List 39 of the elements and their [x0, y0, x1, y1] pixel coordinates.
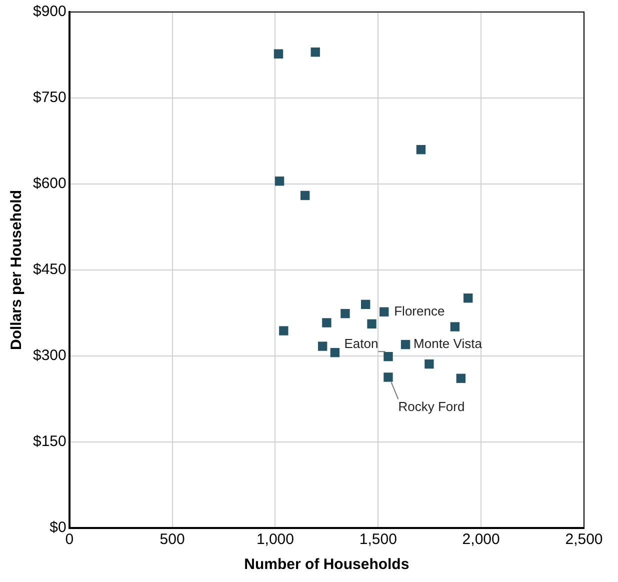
point	[424, 359, 434, 369]
point	[322, 318, 332, 328]
annotation: Eaton	[344, 336, 378, 352]
point	[318, 342, 328, 351]
x-tick-label: 0	[65, 531, 74, 548]
y-tick-label: $150	[32, 433, 66, 450]
point	[279, 326, 288, 336]
point	[380, 307, 389, 316]
point	[360, 300, 370, 309]
point	[330, 348, 340, 358]
y-tick-label: $900	[32, 3, 66, 20]
point	[274, 176, 284, 186]
point	[384, 372, 393, 382]
y-tick-label: $450	[32, 261, 66, 278]
y-tick-label: $600	[32, 175, 66, 192]
point	[450, 322, 460, 332]
y-tick-label: $0	[50, 519, 66, 536]
y-tick-label: $750	[32, 89, 66, 106]
x-tick-label: 2,000	[462, 531, 500, 548]
point	[340, 308, 350, 318]
point	[300, 190, 310, 200]
annotation: Rocky Ford	[398, 398, 465, 414]
y-axis-title: Dollars per Household	[8, 190, 26, 350]
point	[464, 293, 473, 303]
x-tick-label: 500	[160, 531, 185, 548]
point	[310, 48, 320, 57]
x-tick-label: 2,500	[565, 531, 603, 548]
x-tick-label: 1,000	[256, 531, 294, 548]
point	[367, 319, 376, 328]
point	[456, 374, 466, 383]
point	[384, 352, 393, 362]
point	[274, 49, 284, 58]
y-tick-label: $300	[32, 347, 66, 364]
point	[400, 340, 410, 350]
annotation: Monte Vista	[414, 336, 483, 352]
point	[416, 145, 426, 154]
x-tick-label: 1,500	[359, 531, 397, 548]
x-axis-title: Number of Households	[244, 556, 410, 574]
annotation: Florence	[394, 303, 445, 318]
